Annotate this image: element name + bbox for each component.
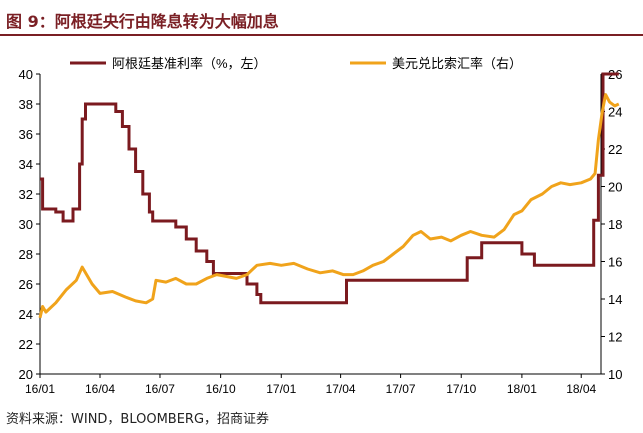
left-tick-label: 24	[19, 307, 33, 322]
right-tick-label: 12	[608, 330, 622, 345]
left-tick-label: 30	[19, 217, 33, 232]
x-tick-label: 16/01	[25, 382, 55, 396]
x-tick-label: 17/10	[446, 382, 476, 396]
left-tick-label: 28	[19, 247, 33, 262]
right-tick-label: 18	[608, 217, 622, 232]
x-tick-label: 17/01	[266, 382, 296, 396]
x-tick-label: 16/10	[206, 382, 236, 396]
x-tick-label: 17/07	[386, 382, 416, 396]
right-tick-label: 24	[608, 105, 622, 120]
left-tick-label: 22	[19, 337, 33, 352]
x-tick-label: 18/01	[507, 382, 537, 396]
x-tick-label: 16/04	[85, 382, 115, 396]
left-tick-label: 26	[19, 277, 33, 292]
left-tick-label: 40	[19, 67, 33, 82]
legend-label-2: 美元兑比索汇率（右）	[392, 56, 522, 71]
right-tick-label: 10	[608, 367, 622, 382]
left-tick-label: 34	[19, 157, 33, 172]
title-rule	[0, 34, 643, 36]
figure-title: 图 9：阿根廷央行由降息转为大幅加息	[6, 12, 279, 31]
left-tick-label: 36	[19, 127, 33, 142]
source-note: 资料来源：WIND，BLOOMBERG，招商证券	[6, 412, 270, 427]
right-tick-label: 16	[608, 255, 622, 270]
x-tick-label: 18/04	[566, 382, 596, 396]
x-tick-label: 17/04	[326, 382, 356, 396]
left-tick-label: 38	[19, 97, 33, 112]
series-line-2	[38, 93, 620, 319]
right-tick-label: 20	[608, 180, 622, 195]
x-tick-label: 16/07	[145, 382, 175, 396]
right-tick-label: 14	[608, 292, 622, 307]
left-tick-label: 20	[19, 367, 33, 382]
legend-label-1: 阿根廷基准利率（%，左）	[112, 56, 267, 71]
left-tick-label: 32	[19, 187, 33, 202]
right-tick-label: 22	[608, 142, 622, 157]
series-line-1	[40, 72, 619, 305]
